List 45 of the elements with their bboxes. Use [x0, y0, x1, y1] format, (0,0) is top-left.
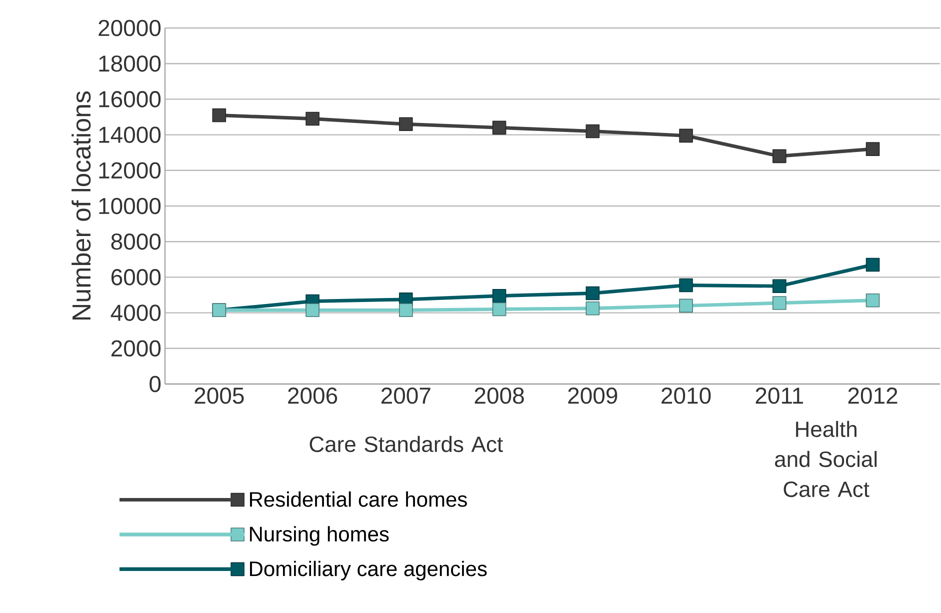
point [866, 293, 880, 308]
y-tick-label: 12000 [99, 162, 161, 179]
x-tick-label: 2011 [756, 388, 804, 404]
y-tick-label: 20000 [98, 20, 161, 36]
point [399, 303, 413, 318]
y-tick-label: 16000 [99, 91, 161, 108]
text: Health and Social Care Act [775, 420, 877, 498]
point [772, 279, 786, 294]
y-tick-label: 10000 [99, 198, 161, 214]
x-tick-label: 2006 [288, 388, 338, 404]
point [586, 301, 600, 316]
y-tick-label: 14000 [99, 126, 161, 143]
point [492, 302, 506, 316]
point [399, 117, 413, 132]
y-tick-label: 6000 [111, 269, 161, 286]
y-axis-title: Number of locations [72, 91, 91, 320]
x-tick-label: 2010 [662, 388, 711, 404]
y-tick-label: 4000 [110, 304, 161, 321]
point [306, 112, 320, 126]
y-tick-label: 2000 [111, 340, 161, 357]
point [772, 296, 786, 310]
point [586, 124, 600, 138]
x-tick-label: 2008 [474, 388, 524, 404]
y-tick-label: 18000 [99, 55, 161, 72]
point [492, 288, 506, 303]
point [866, 258, 880, 272]
point [679, 278, 693, 292]
point [306, 303, 320, 318]
legend-label: Domiciliary care agencies [250, 560, 487, 580]
x-tick-label: 2012 [848, 388, 898, 404]
legend-label: Residential care homes [250, 491, 467, 507]
point [586, 286, 600, 300]
x-tick-label: 2009 [568, 388, 618, 404]
point [212, 108, 226, 122]
legend-label: Nursing homes [250, 526, 389, 546]
point [492, 120, 506, 135]
point [679, 128, 693, 143]
x-tick-label: 2007 [381, 388, 430, 404]
y-tick-label: 8000 [111, 233, 161, 250]
x-tick-label: 2005 [194, 388, 244, 404]
point [772, 149, 786, 164]
text: Care Standards Act [310, 436, 503, 452]
point [866, 142, 880, 156]
y-tick-label: 0 [150, 376, 161, 392]
point [679, 298, 693, 313]
